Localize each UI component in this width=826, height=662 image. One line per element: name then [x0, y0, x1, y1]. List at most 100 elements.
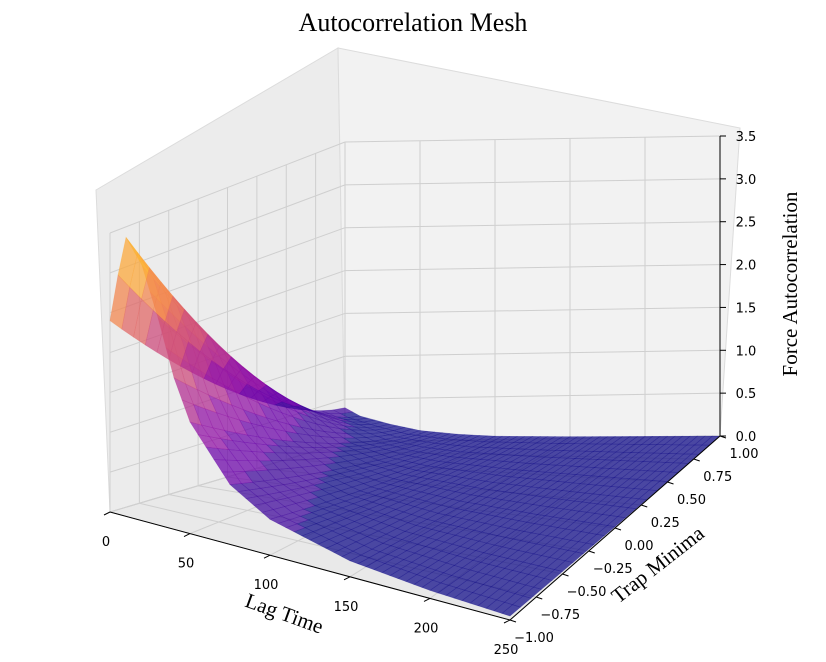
surface-patch — [580, 436, 601, 445]
surface-patch — [443, 534, 464, 545]
y-tick-mark — [667, 481, 674, 485]
surface-patch — [350, 453, 372, 460]
surface-patch — [419, 557, 440, 568]
surface-patch — [448, 545, 469, 556]
x-tick-label: 150 — [334, 600, 359, 615]
y-axis-ticks: −1.00 −0.75 −0.50 −0.25 0.00 0.25 0.50 0.75 1.00 — [509, 435, 758, 646]
x-tick-mark — [343, 576, 351, 581]
surface-patch — [523, 523, 544, 534]
surface-patch — [378, 423, 398, 429]
surface-patch — [540, 546, 561, 558]
surface-mesh — [109, 236, 721, 617]
surface-patch — [332, 407, 354, 415]
surface-patch — [570, 458, 591, 467]
surface-patch — [504, 529, 525, 540]
surface-patch — [617, 478, 638, 489]
z-tick-label: 1.0 — [736, 344, 757, 359]
chart-title: Autocorrelation Mesh — [298, 8, 528, 37]
z-tick-label: 0.5 — [736, 387, 757, 402]
surface-patch — [512, 436, 534, 443]
surface-patch — [329, 507, 351, 516]
surface-patch — [501, 538, 522, 549]
x-tick-label: 250 — [494, 643, 519, 658]
surface-patch — [541, 472, 562, 481]
x-tick-mark — [263, 554, 271, 559]
surface-patch — [604, 496, 625, 507]
surface-patch — [385, 471, 406, 480]
surface-patch — [538, 525, 559, 537]
surface-patch — [539, 497, 560, 508]
surface-patch — [191, 350, 213, 380]
surface-patch — [265, 417, 287, 432]
surface-patch — [319, 451, 341, 459]
surface-patch — [595, 436, 616, 445]
surface-patch — [502, 454, 523, 463]
surface-patch — [562, 529, 582, 541]
surface-patch — [330, 450, 353, 457]
surface-patch — [239, 419, 260, 438]
surface-patch — [408, 451, 428, 458]
x-axis-ticks: 0 50 100 150 200 250 — [102, 511, 519, 658]
y-tick-label: 0.25 — [651, 516, 680, 531]
surface-patch — [573, 436, 594, 445]
surface-patch — [415, 465, 437, 472]
y-tick-mark — [693, 458, 700, 462]
surface-patch — [479, 586, 500, 598]
surface-patch — [562, 443, 583, 452]
surface-patch — [693, 435, 714, 446]
surface-patch — [686, 435, 706, 446]
surface-patch — [542, 489, 563, 499]
surface-patch — [639, 461, 660, 471]
surface-patch — [531, 442, 553, 451]
z-tick-label: 2.0 — [736, 259, 757, 274]
y-axis-line — [509, 435, 721, 621]
surface-patch — [238, 383, 260, 399]
surface-patch — [408, 430, 428, 436]
surface-patch — [234, 366, 256, 385]
surface-patch — [423, 431, 443, 438]
x-tick-mark — [103, 511, 111, 516]
surface-patch — [444, 508, 466, 517]
surface-patch — [553, 560, 574, 572]
y-tick-mark — [509, 619, 517, 623]
surface-patch — [525, 456, 546, 465]
surface-patch — [227, 376, 248, 395]
surface-patch — [598, 468, 619, 478]
surface-patch — [519, 486, 540, 496]
surface-patch — [510, 469, 532, 478]
surface-patch — [451, 536, 472, 547]
surface-patch — [427, 473, 448, 481]
surface-patch — [510, 511, 531, 522]
surface-patch — [625, 436, 646, 445]
surface-patch — [490, 546, 511, 557]
x-tick-label: 0 — [102, 535, 110, 550]
y-tick-label: −0.25 — [593, 562, 633, 577]
surface-patch — [671, 435, 691, 446]
surface-patch — [399, 514, 420, 523]
surface-patch — [285, 430, 306, 443]
surface-patch — [660, 444, 681, 454]
y-tick-label: −1.00 — [514, 631, 554, 646]
surface-patch — [362, 440, 382, 445]
surface-patch — [480, 466, 501, 475]
surface-patch — [355, 426, 375, 431]
surface-patch — [245, 496, 266, 506]
surface-patch — [432, 572, 453, 584]
surface-patch — [549, 517, 570, 528]
surface-patch — [448, 577, 469, 589]
surface-patch — [380, 451, 402, 458]
surface-patch — [423, 479, 445, 488]
surface-patch — [321, 409, 341, 415]
surface-patch — [593, 459, 614, 469]
surface-patch — [347, 490, 369, 498]
surface-patch — [231, 404, 252, 424]
surface-patch — [309, 410, 330, 414]
surface-patch — [370, 421, 391, 427]
surface-patch — [542, 436, 564, 444]
surface-patch — [628, 469, 649, 480]
x-tick-label: 200 — [414, 621, 439, 636]
surface-patch — [538, 556, 558, 569]
surface-patch — [541, 516, 562, 527]
surface-patch — [613, 469, 634, 479]
